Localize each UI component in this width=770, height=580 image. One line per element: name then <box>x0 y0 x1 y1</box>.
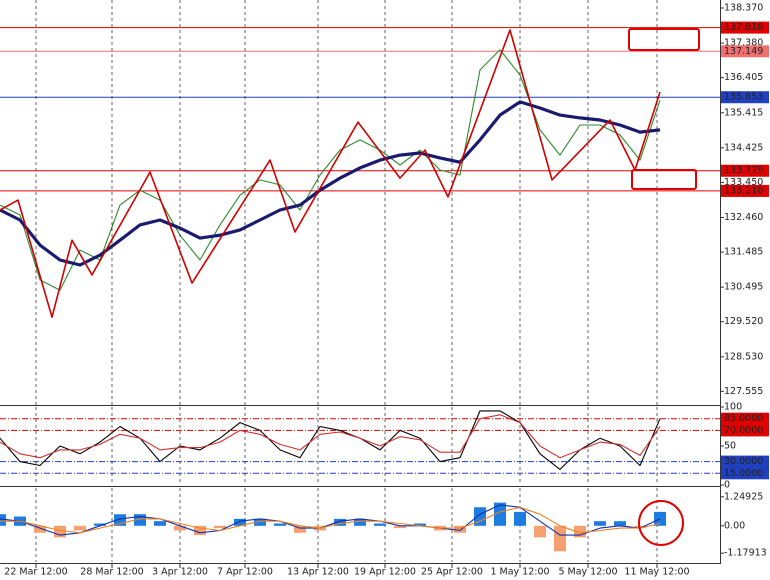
histogram-bar <box>494 502 506 526</box>
histogram-bar <box>34 525 46 533</box>
level-tag <box>721 412 769 425</box>
y-tick-label: 135.415 <box>724 107 763 118</box>
histogram-bar <box>54 525 66 538</box>
x-tick-label: 19 Apr 12:00 <box>354 567 416 578</box>
y-tick-label: 129.520 <box>724 316 763 327</box>
x-tick-label: 7 Apr 12:00 <box>217 567 273 578</box>
series-line <box>0 414 661 459</box>
level-tag <box>721 45 769 58</box>
histogram-bar <box>474 507 486 526</box>
histogram-bar <box>214 525 226 529</box>
histogram-bar <box>94 523 106 526</box>
y-tick-label: 70.0000 <box>724 425 763 436</box>
series-line <box>0 506 661 534</box>
level-label: 137.818 <box>724 22 763 33</box>
annotation-circle <box>638 500 684 546</box>
x-tick-label: 25 Apr 12:00 <box>421 567 483 578</box>
level-tag <box>721 21 769 34</box>
level-label: 137.149 <box>724 46 763 57</box>
y-tick-label: 85.0000 <box>724 413 763 424</box>
histogram-bar <box>394 525 406 529</box>
y-tick-label: 133.450 <box>724 177 763 188</box>
histogram-bar <box>574 525 586 538</box>
y-tick-label: 138.370 <box>724 3 763 14</box>
x-tick-label: 5 May 12:00 <box>558 567 617 578</box>
x-tick-label: 28 Mar 12:00 <box>80 567 143 578</box>
histogram-bar <box>154 521 166 526</box>
series-line <box>0 410 661 470</box>
y-tick-label: 30.0000 <box>724 456 763 467</box>
histogram-bar <box>654 511 666 526</box>
y-tick-label: 50 <box>724 441 736 452</box>
y-tick-label: 136.405 <box>724 72 763 83</box>
histogram-bar <box>174 525 186 531</box>
y-tick-label: 15.0000 <box>724 468 763 479</box>
y-tick-label: 1.24925 <box>724 491 763 502</box>
histogram-bar <box>554 525 566 552</box>
y-tick-label: 130.495 <box>724 282 763 293</box>
histogram-bar <box>614 521 626 526</box>
level-tag <box>721 91 769 104</box>
y-tick-label: 134.425 <box>724 142 763 153</box>
histogram-bar <box>194 525 206 536</box>
y-tick-label: 128.530 <box>724 351 763 362</box>
histogram-bar <box>234 518 246 526</box>
series-line <box>0 100 661 267</box>
y-tick-label: 127.555 <box>724 386 763 397</box>
x-tick-label: 22 Mar 12:00 <box>4 567 67 578</box>
level-tag <box>721 184 769 197</box>
level-label: 133.779 <box>724 165 763 176</box>
x-tick-label: 11 May 12:00 <box>624 567 689 578</box>
y-tick-label: 131.485 <box>724 247 763 258</box>
histogram-bar <box>334 518 346 526</box>
histogram-bar <box>514 511 526 526</box>
histogram-bar <box>454 525 466 533</box>
level-label: 133.210 <box>724 185 763 196</box>
level-tag <box>721 424 769 437</box>
level-tag <box>721 455 769 468</box>
histogram-bar <box>134 514 146 526</box>
series-line <box>0 29 661 318</box>
histogram-bar <box>254 518 266 526</box>
histogram-bar <box>374 523 386 526</box>
series-line <box>0 49 661 291</box>
y-tick-label: 0.00 <box>724 520 745 531</box>
level-tag <box>721 467 769 480</box>
histogram-bar <box>294 525 306 533</box>
histogram-bar <box>354 518 366 526</box>
histogram-bar <box>534 525 546 538</box>
annotation-box <box>628 28 700 51</box>
level-label: 135.853 <box>724 92 763 103</box>
x-tick-label: 13 Apr 12:00 <box>287 567 349 578</box>
x-tick-label: 1 May 12:00 <box>490 567 549 578</box>
histogram-bar <box>594 521 606 526</box>
y-tick-label: 137.380 <box>724 38 763 49</box>
histogram-bar <box>414 523 426 526</box>
level-tag <box>721 164 769 177</box>
y-tick-label: 0 <box>724 480 730 491</box>
annotation-box <box>631 169 697 190</box>
y-tick-label: 132.460 <box>724 212 763 223</box>
histogram-bar <box>114 514 126 526</box>
x-tick-label: 3 Apr 12:00 <box>152 567 208 578</box>
histogram-bar <box>0 514 6 526</box>
series-line <box>0 504 661 536</box>
histogram-bar <box>74 525 86 531</box>
histogram-bar <box>274 523 286 526</box>
y-tick-label: -1.17913 <box>724 548 767 559</box>
y-tick-label: 100 <box>724 402 742 413</box>
